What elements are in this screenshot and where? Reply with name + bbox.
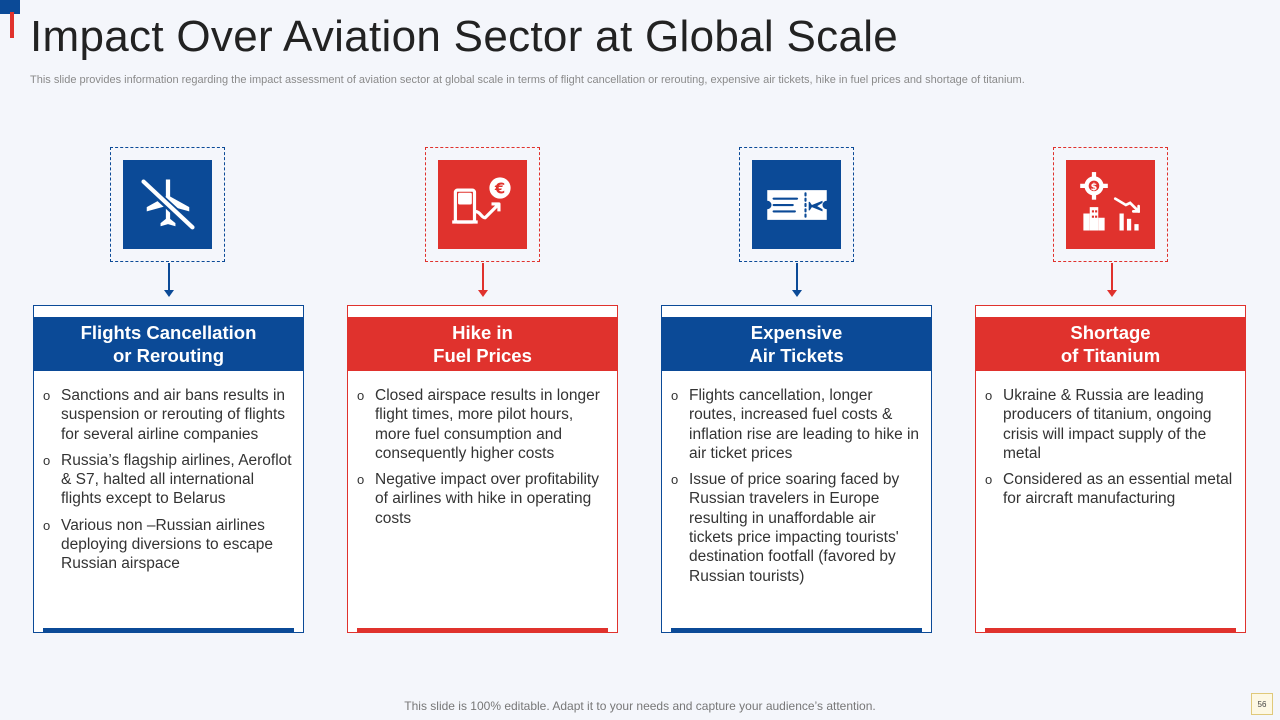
- fuel-pump-euro-icon: €: [438, 160, 527, 249]
- list-item: o Considered as an essential metal for ai…: [985, 471, 1233, 508]
- list-item: o Russia’s flagship airlines, Aeroflot & …: [43, 451, 292, 508]
- card-title-line1: Hike in: [452, 322, 513, 343]
- connector-arrow: [1107, 290, 1117, 297]
- card-title: Flights Cancellation or Rerouting: [34, 317, 303, 371]
- card-titanium-shortage: Shortage of Titanium o Ukraine & Russia a…: [975, 305, 1246, 633]
- svg-text:$: $: [1090, 182, 1097, 193]
- card-bullet-list: o Sanctions and air bans results in suspe…: [43, 386, 293, 581]
- card-bottom-bar: [357, 628, 608, 633]
- connector-arrow: [478, 290, 488, 297]
- icon-frame-flights: [110, 147, 225, 262]
- connector-line: [1111, 263, 1113, 291]
- list-item: o Various non –Russian airlines deploying…: [43, 516, 273, 573]
- list-item: o Issue of price soaring faced by Russian…: [671, 471, 900, 585]
- card-bottom-bar: [985, 628, 1236, 633]
- card-fuel-prices: Hike in Fuel Prices o Closed airspace res…: [347, 305, 618, 633]
- bullet-icon: o: [985, 472, 993, 488]
- card-title: Shortage of Titanium: [976, 317, 1245, 371]
- bullet-icon: o: [43, 452, 51, 468]
- airplane-off-icon: [123, 160, 212, 249]
- list-item: o Negative impact over profitability of a…: [357, 471, 599, 527]
- corner-accent-blue: [0, 0, 20, 14]
- bullet-icon: o: [671, 388, 679, 403]
- icon-frame-titanium: $: [1053, 147, 1168, 262]
- card-air-tickets: Expensive Air Tickets o Flights cancellat…: [661, 305, 932, 633]
- card-bullet-list: o Flights cancellation, longer routes, in…: [671, 386, 921, 593]
- list-item: o Sanctions and air bans results in suspe…: [43, 387, 286, 443]
- card-bullet-list: o Ukraine & Russia are leading producers …: [985, 386, 1235, 516]
- list-item: o Flights cancellation, longer routes, in…: [671, 387, 920, 462]
- card-bottom-bar: [43, 628, 294, 633]
- card-flights-cancellation: Flights Cancellation or Rerouting o Sanct…: [33, 305, 304, 633]
- card-title-line1: Expensive: [750, 322, 843, 343]
- title-accent-bar: [10, 12, 14, 38]
- list-item: o Closed airspace results in longer fligh…: [357, 387, 600, 462]
- card-title: Expensive Air Tickets: [662, 317, 931, 371]
- card-bottom-bar: [671, 628, 922, 633]
- connector-line: [168, 263, 170, 291]
- industry-decline-icon: $: [1066, 160, 1155, 249]
- card-title-line2: or Rerouting: [113, 345, 224, 366]
- page-title: Impact Over Aviation Sector at Global Sc…: [30, 12, 899, 61]
- card-title-line1: Flights Cancellation: [80, 322, 257, 343]
- card-title-line2: Fuel Prices: [433, 345, 532, 366]
- connector-line: [482, 263, 484, 291]
- card-title-line2: Air Tickets: [749, 345, 844, 366]
- connector-arrow: [164, 290, 174, 297]
- icon-frame-fuel: €: [425, 147, 540, 262]
- bullet-icon: o: [43, 517, 51, 533]
- connector-line: [796, 263, 798, 291]
- slide-subtitle: This slide provides information regardin…: [30, 74, 1025, 86]
- card-bullet-list: o Closed airspace results in longer fligh…: [357, 386, 607, 535]
- bullet-icon: o: [671, 472, 679, 488]
- card-title-line2: of Titanium: [1060, 345, 1161, 366]
- bullet-icon: o: [357, 472, 365, 488]
- air-ticket-icon: [752, 160, 841, 249]
- svg-text:€: €: [493, 179, 504, 197]
- slide-footer: This slide is 100% editable. Adapt it to…: [404, 699, 876, 713]
- connector-arrow: [792, 290, 802, 297]
- list-item: o Ukraine & Russia are leading producers …: [985, 387, 1212, 462]
- bullet-icon: o: [357, 388, 365, 403]
- card-title-line1: Shortage: [1070, 322, 1151, 343]
- page-number: 56: [1251, 693, 1273, 715]
- bullet-icon: o: [985, 388, 993, 403]
- card-title: Hike in Fuel Prices: [348, 317, 617, 371]
- bullet-icon: o: [43, 388, 51, 403]
- icon-frame-tickets: [739, 147, 854, 262]
